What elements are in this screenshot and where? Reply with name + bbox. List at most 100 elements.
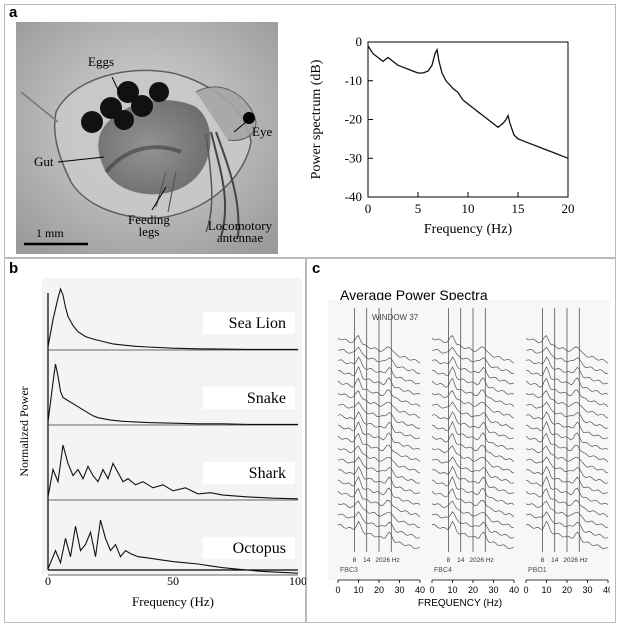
- trace-line: [525, 475, 609, 505]
- series-line-sea-lion: [47, 287, 298, 350]
- y-tick-label: -30: [345, 150, 362, 165]
- label-eye: Eye: [252, 124, 273, 139]
- trace-line: [525, 334, 609, 364]
- x-tick-label: 10: [447, 585, 457, 595]
- series-label: Sea Lion: [229, 315, 286, 332]
- trace-line: [525, 500, 609, 529]
- trace-line: [525, 377, 609, 407]
- panel-a-label: a: [9, 4, 18, 21]
- marker-label: 20: [563, 557, 571, 564]
- label-eggs: Eggs: [88, 54, 114, 69]
- trace-line: [337, 356, 421, 385]
- daphnia-photo: Eggs Eye Gut Feeding legs Locomotory ant…: [16, 22, 278, 254]
- y-tick-label: 0: [356, 34, 363, 49]
- series-line-octopus: [47, 519, 299, 574]
- panel-b-label: b: [9, 260, 19, 277]
- trace-line: [525, 411, 609, 440]
- x-tick-label: 20: [562, 201, 575, 216]
- trace-line: [337, 465, 421, 495]
- x-tick-label: 30: [394, 585, 404, 595]
- marker-label: 20: [375, 557, 383, 564]
- channel-label: FBC3: [340, 567, 358, 574]
- trace-line: [526, 346, 609, 374]
- channel-label: PBO1: [528, 567, 547, 574]
- marker-label: 14: [551, 557, 559, 564]
- x-tick-label: 10: [541, 585, 551, 595]
- trace-line: [337, 334, 421, 364]
- trace-line: [431, 511, 515, 539]
- trace-line: [337, 511, 421, 539]
- x-axis-label: FREQUENCY (Hz): [418, 598, 502, 609]
- panel-c-frame: [306, 258, 616, 623]
- trace-line: [525, 520, 608, 549]
- trace-line: [431, 334, 515, 364]
- series-label-bg: [203, 462, 295, 484]
- marker-label: 14: [363, 557, 371, 564]
- marker-label: 8: [353, 557, 357, 564]
- marker-label: 26 Hz: [383, 557, 400, 564]
- trace-line: [431, 488, 515, 518]
- y-tick-label: -20: [345, 112, 362, 127]
- trace-line: [337, 377, 421, 407]
- series-label-bg: [203, 312, 295, 334]
- egg-3: [117, 81, 139, 103]
- trace-line: [337, 500, 421, 529]
- trace-line: [525, 445, 609, 474]
- trace-line: [431, 366, 515, 395]
- marker-label: 8: [447, 557, 451, 564]
- x-tick-label: 40: [603, 585, 610, 595]
- trace-line: [525, 401, 609, 429]
- trace-line: [338, 346, 421, 374]
- trace-line: [431, 401, 515, 429]
- trace-line: [431, 377, 515, 407]
- series-label: Shark: [249, 465, 286, 482]
- marker-label: 8: [541, 557, 545, 564]
- marker-label: 26 Hz: [571, 557, 588, 564]
- eye-dot: [243, 112, 255, 124]
- egg-6: [114, 110, 134, 130]
- trace-line: [337, 475, 421, 505]
- x-tick-label: 0: [45, 574, 51, 588]
- trace-line: [525, 456, 609, 484]
- label-feeding-legs: Feeding legs: [128, 212, 170, 239]
- egg-5: [149, 82, 169, 102]
- label-gut: Gut: [34, 154, 54, 169]
- egg-4: [131, 95, 153, 117]
- trace-line: [431, 465, 515, 495]
- series-label-bg: [203, 537, 295, 559]
- x-tick-label: 0: [523, 585, 528, 595]
- panel-c-title: Average Power Spectra: [340, 287, 488, 303]
- trace-line: [431, 500, 515, 529]
- x-tick-label: 0: [335, 585, 340, 595]
- trace-line: [432, 346, 515, 374]
- trace-line: [525, 366, 609, 395]
- trace-line: [337, 520, 420, 549]
- trace-line: [337, 456, 421, 484]
- y-tick-label: -10: [345, 73, 362, 88]
- panel-a-frame: [4, 4, 616, 258]
- trace-line: [431, 456, 515, 484]
- trace-line: [525, 356, 609, 385]
- power-spectrum-chart: 0 5 10 15 20 0 -10 -20 -30 -40 Frequency (Hz) Power…: [309, 34, 575, 237]
- x-tick-label: 50: [167, 574, 179, 588]
- trace-line: [431, 432, 515, 463]
- y-axis-label: Power spectrum (dB): [309, 59, 324, 179]
- egg-1: [81, 111, 103, 133]
- marker-label: 26 Hz: [477, 557, 494, 564]
- x-tick-label: 30: [488, 585, 498, 595]
- label-scale-bar: 1 mm: [36, 226, 64, 240]
- trace-line: [337, 401, 421, 429]
- x-tick-label: 100: [289, 574, 306, 588]
- series-label-bg: [203, 387, 295, 409]
- marker-label: 14: [457, 557, 465, 564]
- x-axis-label: Frequency (Hz): [132, 594, 214, 609]
- trace-line: [337, 432, 421, 463]
- x-tick-label: 0: [429, 585, 434, 595]
- trace-line: [337, 411, 421, 440]
- trace-line: [525, 390, 609, 419]
- y-axis-label: Normalized Power: [17, 386, 31, 476]
- x-tick-label: 0: [365, 201, 372, 216]
- trace-line: [431, 420, 515, 450]
- x-tick-label: 40: [509, 585, 519, 595]
